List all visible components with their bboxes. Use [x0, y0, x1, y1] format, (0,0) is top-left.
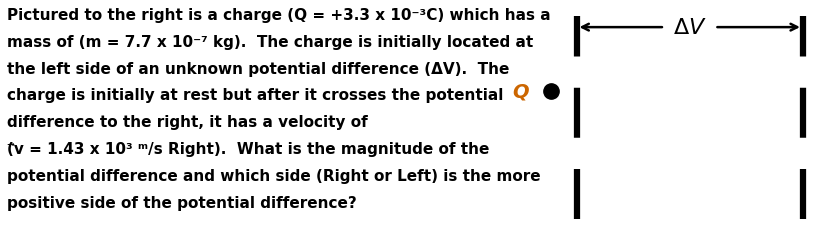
- Text: Q: Q: [513, 82, 530, 101]
- Text: the left side of an unknown potential difference (ΔV).  The: the left side of an unknown potential di…: [7, 61, 510, 76]
- Text: charge is initially at rest but after it crosses the potential: charge is initially at rest but after it…: [7, 88, 504, 103]
- Text: potential difference and which side (Right or Left) is the more: potential difference and which side (Rig…: [7, 169, 541, 184]
- Text: Pictured to the right is a charge (Q = +3.3 x 10⁻³C) which has a: Pictured to the right is a charge (Q = +…: [7, 8, 551, 22]
- Text: mass of (m = 7.7 x 10⁻⁷ kg).  The charge is initially located at: mass of (m = 7.7 x 10⁻⁷ kg). The charge …: [7, 34, 534, 49]
- Text: $\Delta V$: $\Delta V$: [673, 18, 706, 38]
- Text: positive side of the potential difference?: positive side of the potential differenc…: [7, 196, 357, 210]
- Text: difference to the right, it has a velocity of: difference to the right, it has a veloci…: [7, 115, 368, 130]
- Text: (⃗v = 1.43 x 10³ ᵐ/s Right).  What is the magnitude of the: (⃗v = 1.43 x 10³ ᵐ/s Right). What is the…: [7, 142, 490, 157]
